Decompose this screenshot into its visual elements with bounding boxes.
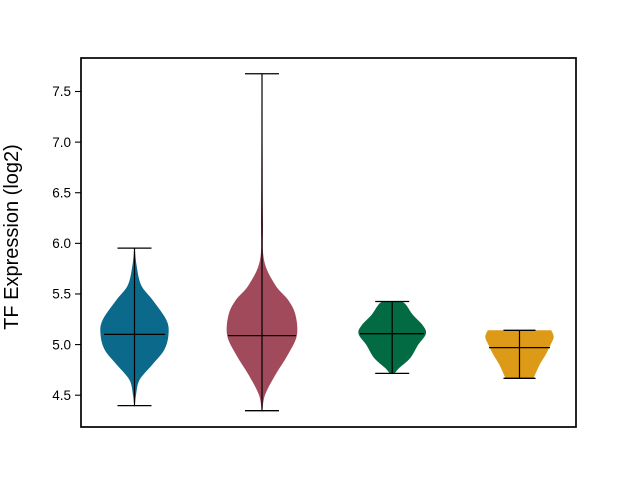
svg-text:6.0: 6.0 (52, 236, 71, 251)
svg-text:5.5: 5.5 (52, 287, 71, 302)
svg-text:4.5: 4.5 (52, 388, 71, 403)
svg-text:6.5: 6.5 (52, 185, 71, 200)
svg-text:7.0: 7.0 (52, 135, 71, 150)
svg-text:7.5: 7.5 (52, 84, 71, 99)
svg-text:TF Expression (log2): TF Expression (log2) (1, 144, 23, 330)
svg-text:5.0: 5.0 (52, 337, 71, 352)
